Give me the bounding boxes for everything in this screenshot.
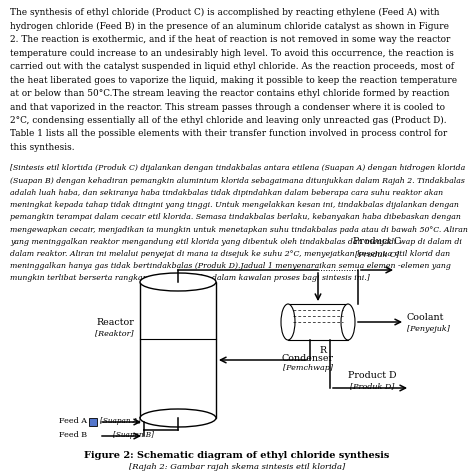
Text: and that vaporized in the reactor. This stream passes through a condenser where : and that vaporized in the reactor. This … <box>10 102 445 111</box>
Text: [Produk C]: [Produk C] <box>355 250 399 258</box>
Text: this synthesis.: this synthesis. <box>10 143 74 152</box>
Text: meninggalkan hanya gas tidak bertindakbalas (Produk D).Jadual 1 menyenaraikan se: meninggalkan hanya gas tidak bertindakba… <box>10 262 451 270</box>
Text: [Produk D]: [Produk D] <box>350 382 394 390</box>
Text: Condenser: Condenser <box>282 354 334 363</box>
Text: mengewapkan cecair, menjadikan ia mungkin untuk menetapkan suhu tindakbalas pada: mengewapkan cecair, menjadikan ia mungki… <box>10 226 468 234</box>
Ellipse shape <box>341 304 355 340</box>
Text: 2. The reaction is exothermic, and if the heat of reaction is not removed in som: 2. The reaction is exothermic, and if th… <box>10 35 450 44</box>
Text: temperature could increase to an undesirably high level. To avoid this occurrenc: temperature could increase to an undesir… <box>10 48 454 57</box>
Text: Feed B: Feed B <box>59 431 87 439</box>
Text: hydrogen chloride (Feed B) in the presence of an aluminum chloride catalyst as s: hydrogen chloride (Feed B) in the presen… <box>10 21 449 31</box>
Text: Figure 2: Schematic diagram of ethyl chloride synthesis: Figure 2: Schematic diagram of ethyl chl… <box>84 452 390 461</box>
Text: the heat liberated goes to vaporize the liquid, making it possible to keep the r: the heat liberated goes to vaporize the … <box>10 75 457 84</box>
Text: [Rajah 2: Gambar rajah skema sintesis etil klorida]: [Rajah 2: Gambar rajah skema sintesis et… <box>129 463 345 471</box>
Ellipse shape <box>281 304 295 340</box>
Text: Feed A: Feed A <box>59 417 87 425</box>
Ellipse shape <box>140 273 216 291</box>
Ellipse shape <box>140 409 216 427</box>
Text: mungkin terlibat berserta rangkap pindah mereka dalam kawalan proses bagi sintes: mungkin terlibat berserta rangkap pindah… <box>10 274 370 283</box>
Text: dalam reaktor. Aliran ini melalui penyejat di mana ia disejuk ke suhu 2°C, menye: dalam reaktor. Aliran ini melalui penyej… <box>10 250 450 258</box>
Text: carried out with the catalyst suspended in liquid ethyl chloride. As the reactio: carried out with the catalyst suspended … <box>10 62 454 71</box>
Text: [Penyejuk]: [Penyejuk] <box>407 325 450 333</box>
Text: meningkat kepada tahap tidak diingini yang tinggi. Untuk mengelakkan kesan ini, : meningkat kepada tahap tidak diingini ya… <box>10 201 459 209</box>
Text: R: R <box>319 346 327 355</box>
Text: [Pemchwap]: [Pemchwap] <box>283 364 333 372</box>
Text: 2°C, condensing essentially all of the ethyl chloride and leaving only unreacted: 2°C, condensing essentially all of the e… <box>10 116 447 125</box>
Text: [Reaktor]: [Reaktor] <box>95 330 134 338</box>
Text: [Suapan A]: [Suapan A] <box>100 417 141 425</box>
Bar <box>288 304 348 340</box>
Bar <box>89 418 97 426</box>
Text: Table 1 lists all the possible elements with their transfer function involved in: Table 1 lists all the possible elements … <box>10 129 447 138</box>
Text: Product C: Product C <box>353 237 401 246</box>
Text: pemangkin terampai dalam cecair etil klorida. Semasa tindakbalas berlaku, kebany: pemangkin terampai dalam cecair etil klo… <box>10 213 461 221</box>
Text: Coolant: Coolant <box>407 312 444 321</box>
Text: [Sintesis etil klortida (Produk C) dijalankan dengan tindakbalas antara etilena : [Sintesis etil klortida (Produk C) dijal… <box>10 164 465 173</box>
Text: The synthesis of ethyl chloride (Product C) is accomplished by reacting ethylene: The synthesis of ethyl chloride (Product… <box>10 8 439 17</box>
Text: adalah luah haba, dan sekiranya haba tindakbalas tidak dipindahkan dalam beberap: adalah luah haba, dan sekiranya haba tin… <box>10 189 443 197</box>
Text: (Suapan B) dengan kehadiran pemangkin aluminium klorida sebagaimana ditunjukkan : (Suapan B) dengan kehadiran pemangkin al… <box>10 177 465 185</box>
Text: at or below than 50°C.The stream leaving the reactor contains ethyl chloride for: at or below than 50°C.The stream leaving… <box>10 89 449 98</box>
Text: Product D: Product D <box>348 371 396 380</box>
Text: [Suapan B]: [Suapan B] <box>113 431 154 439</box>
Text: Reactor: Reactor <box>96 319 134 328</box>
Text: yang meninggalkan reaktor mengandung etil klorida yang dibentuk oleh tindakbalas: yang meninggalkan reaktor mengandung eti… <box>10 237 462 246</box>
Bar <box>140 282 216 418</box>
